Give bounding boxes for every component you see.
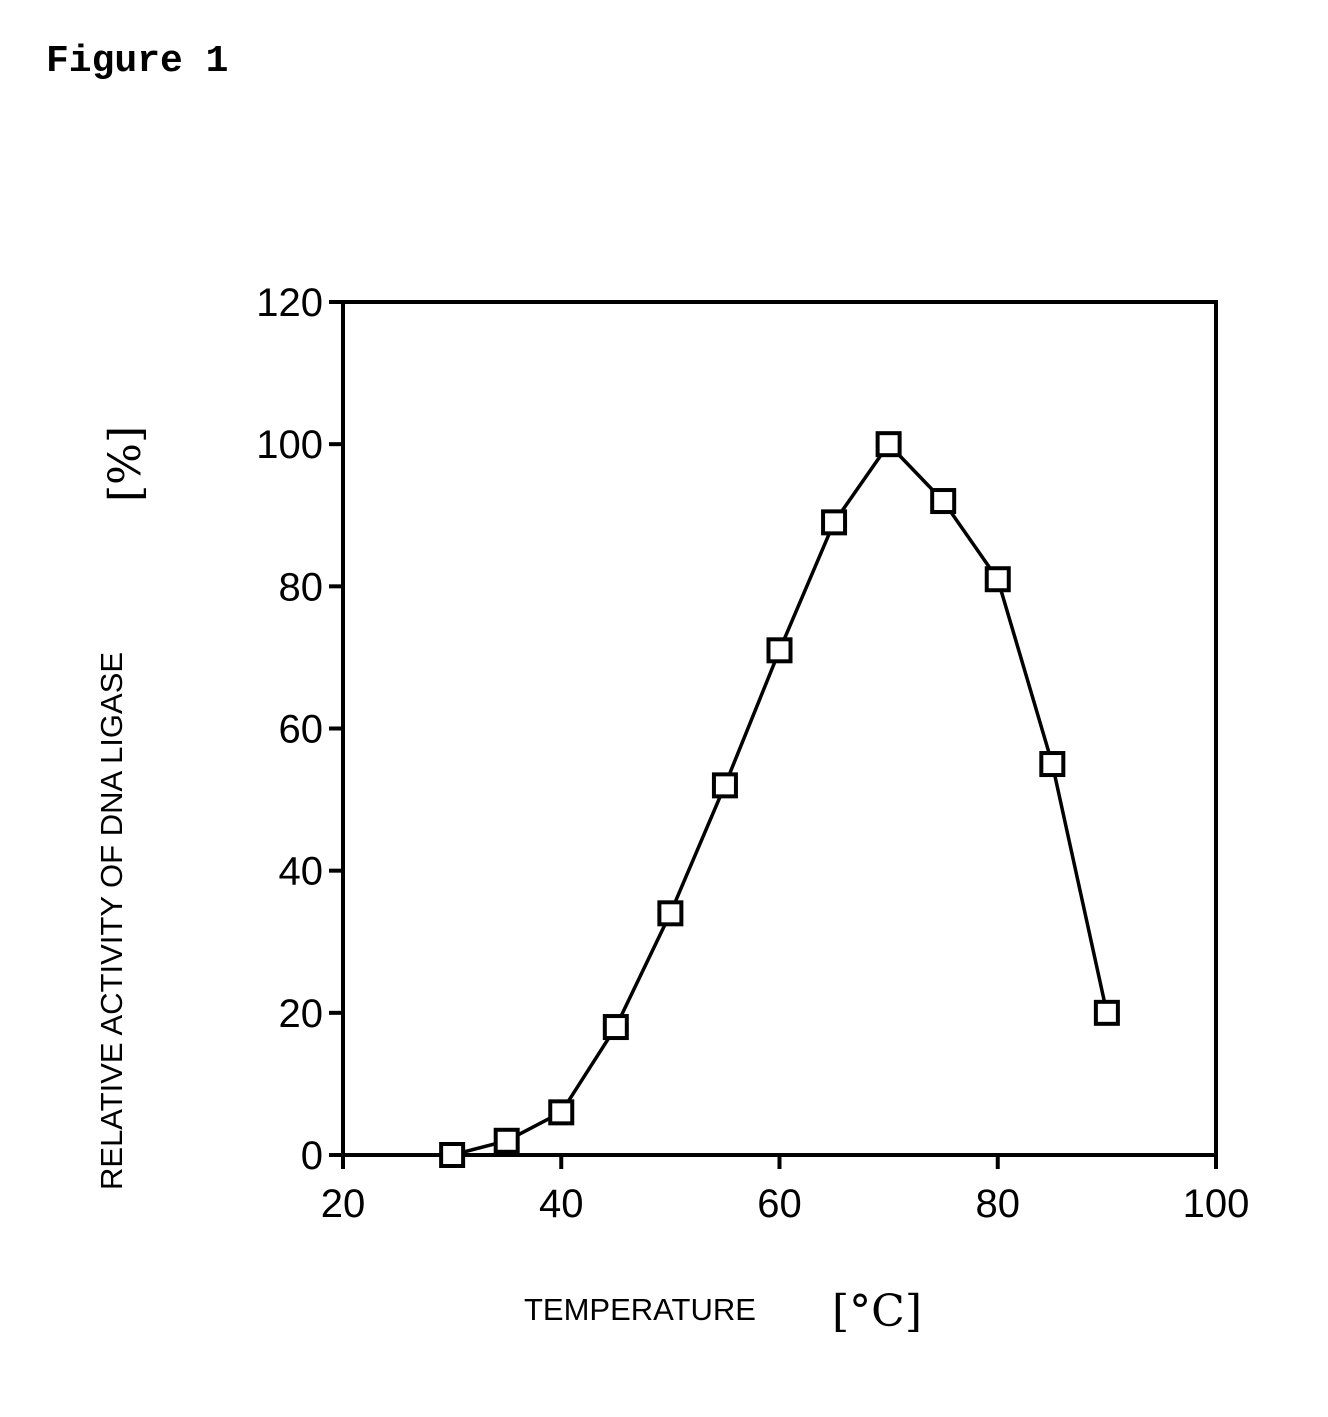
- data-point: [441, 1144, 463, 1166]
- x-axis-label: TEMPERATURE: [524, 1292, 756, 1327]
- data-point: [659, 902, 681, 924]
- data-point: [987, 568, 1009, 590]
- x-tick-label: 60: [757, 1182, 802, 1226]
- data-point: [1096, 1002, 1118, 1024]
- y-tick-label: 80: [279, 565, 324, 609]
- y-axis-unit: [%]: [100, 426, 151, 502]
- y-tick-label: 120: [256, 281, 323, 325]
- data-point: [769, 639, 791, 661]
- y-tick-label: 100: [256, 423, 323, 467]
- x-axis-unit: [°C]: [832, 1286, 922, 1337]
- x-tick-label: 80: [976, 1182, 1021, 1226]
- y-tick-label: 20: [279, 992, 324, 1036]
- data-point: [878, 433, 900, 455]
- plot-frame: [343, 302, 1216, 1155]
- x-tick-label: 20: [321, 1182, 366, 1226]
- data-point: [932, 490, 954, 512]
- series-line: [452, 444, 1107, 1155]
- y-axis-label: RELATIVE ACTIVITY OF DNA LIGASE: [94, 652, 129, 1190]
- x-tick-label: 100: [1183, 1182, 1250, 1226]
- data-point: [714, 774, 736, 796]
- data-point: [823, 511, 845, 533]
- y-tick-label: 40: [279, 850, 324, 894]
- y-ticks: 0 20 40 60 80 100 120: [256, 281, 343, 1178]
- data-point: [550, 1101, 572, 1123]
- y-tick-label: 60: [279, 708, 324, 752]
- y-tick-label: 0: [301, 1134, 323, 1178]
- data-point: [605, 1016, 627, 1038]
- x-tick-label: 40: [539, 1182, 584, 1226]
- data-point: [496, 1130, 518, 1152]
- data-point: [1041, 753, 1063, 775]
- series-layer: [441, 433, 1118, 1166]
